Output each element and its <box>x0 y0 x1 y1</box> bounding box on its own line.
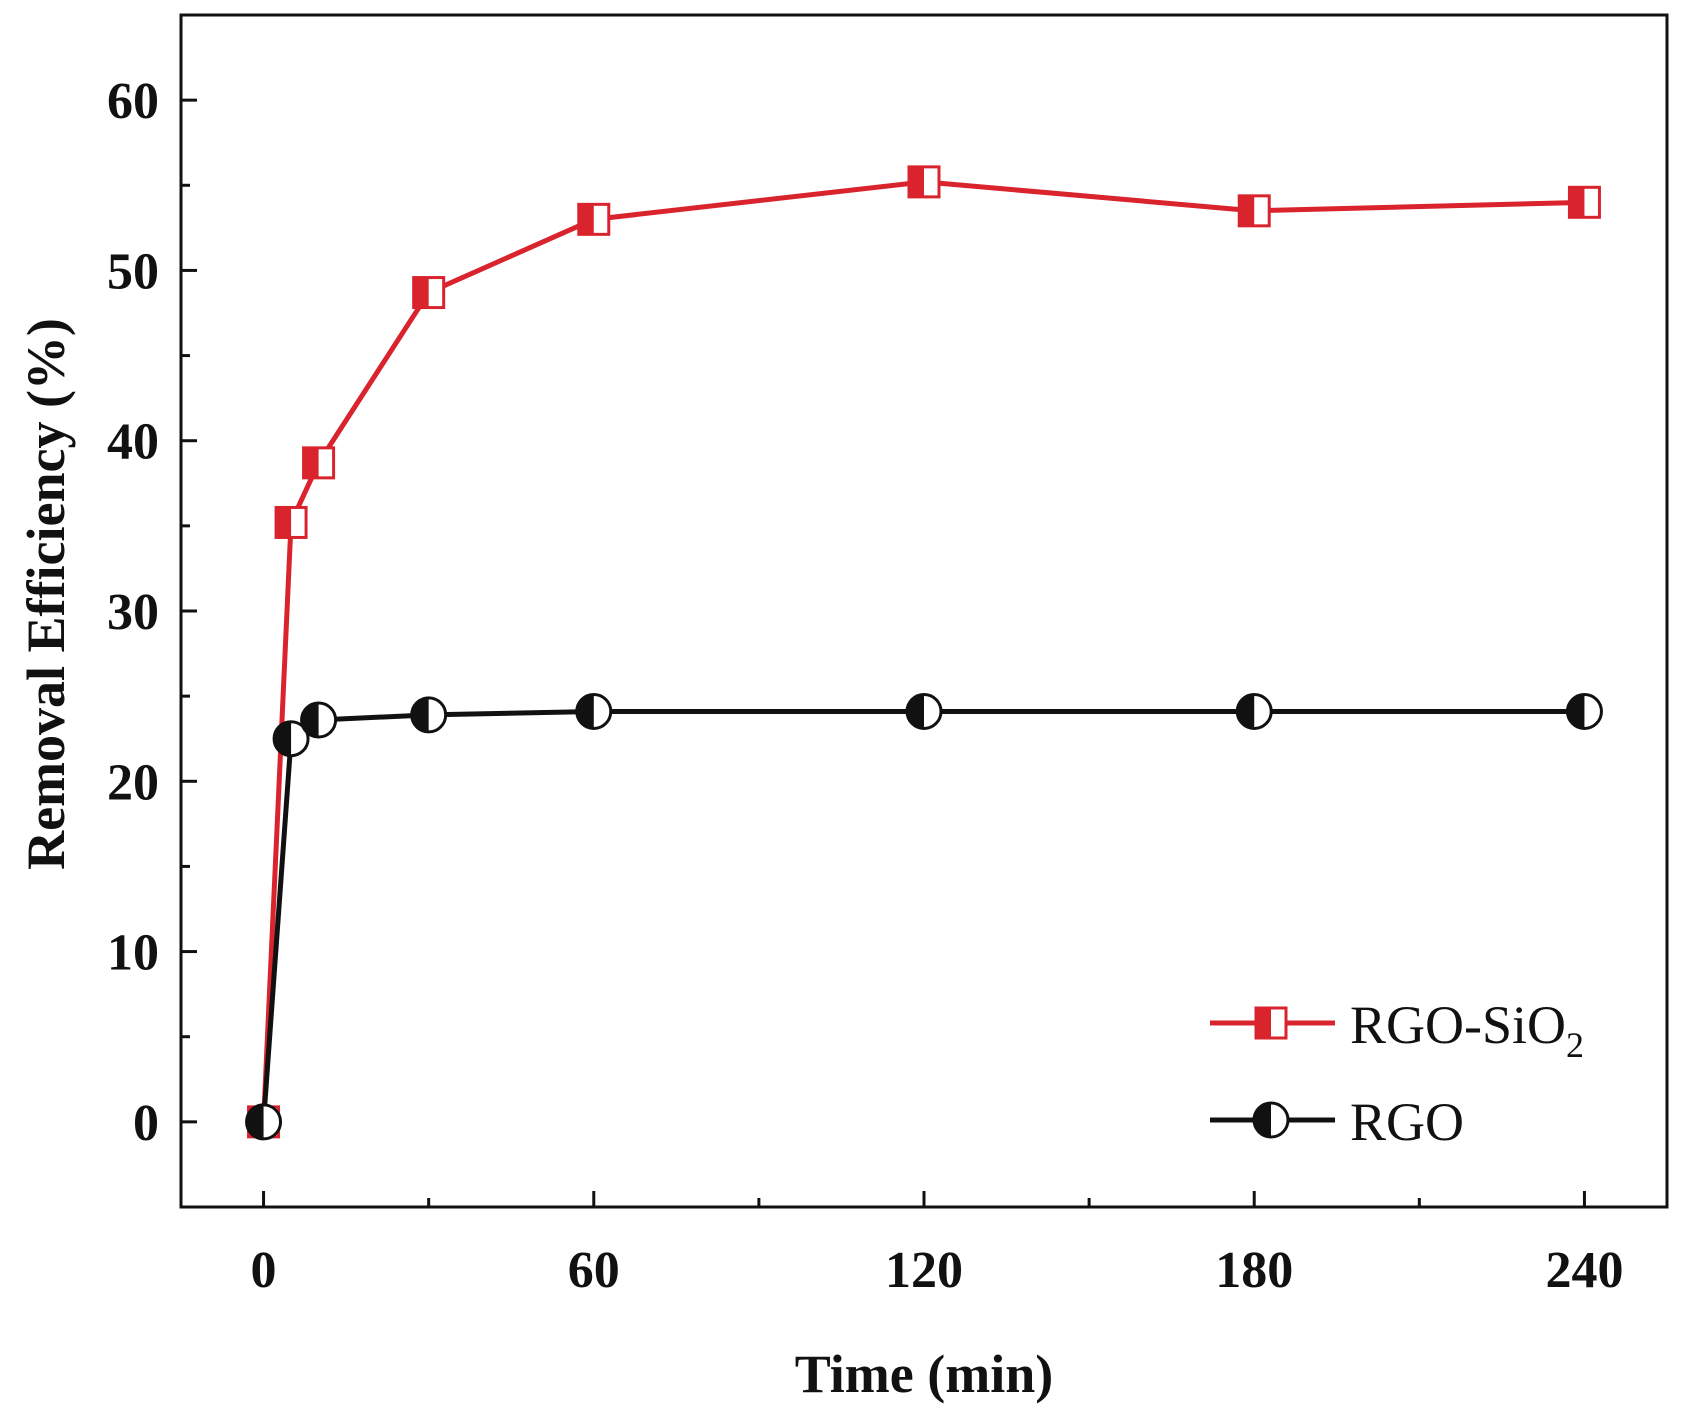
data-point-s0 <box>412 276 446 310</box>
y-tick-label: 20 <box>107 754 159 811</box>
x-tick-label: 240 <box>1545 1242 1623 1299</box>
y-tick-label: 30 <box>107 584 159 641</box>
legend: RGO-SiO2 RGO <box>1210 995 1584 1152</box>
x-tick-label: 60 <box>568 1242 620 1299</box>
x-axis-title: Time (min) <box>795 1344 1053 1404</box>
x-axis: 0 60 120 180 240 <box>251 1191 1623 1299</box>
y-tick-label: 50 <box>107 243 159 300</box>
data-point-s1 <box>300 701 338 739</box>
data-point-s1 <box>575 692 613 730</box>
data-point-s1 <box>410 696 448 734</box>
data-point-s1 <box>245 1103 283 1141</box>
series-line-0 <box>261 179 1585 1122</box>
data-point-s1 <box>272 720 310 758</box>
data-point-s1 <box>905 692 943 730</box>
data-point-s0 <box>1567 185 1601 219</box>
legend-marker <box>1254 1006 1288 1040</box>
legend-label: RGO <box>1350 1092 1464 1152</box>
x-tick-label: 0 <box>251 1242 277 1299</box>
y-tick-label: 60 <box>107 73 159 130</box>
legend-label: RGO-SiO2 <box>1350 995 1584 1065</box>
data-point-s0 <box>577 202 611 236</box>
series-layer <box>245 165 1603 1141</box>
data-point-s0 <box>907 165 941 199</box>
data-point-s0 <box>274 505 308 539</box>
data-point-s0 <box>302 446 336 480</box>
y-tick-label: 40 <box>107 414 159 471</box>
y-axis: 0 10 20 30 40 50 60 <box>107 73 197 1209</box>
data-point-s0 <box>1237 194 1271 228</box>
y-axis-title: Removal Efficiency (%) <box>16 318 76 870</box>
legend-marker <box>1252 1101 1290 1139</box>
series-line-1 <box>261 708 1585 1123</box>
y-tick-label: 0 <box>133 1095 159 1152</box>
data-point-s1 <box>1235 692 1273 730</box>
data-point-s1 <box>1565 692 1603 730</box>
x-tick-label: 180 <box>1215 1242 1293 1299</box>
x-tick-label: 120 <box>885 1242 963 1299</box>
y-tick-label: 10 <box>107 925 159 982</box>
